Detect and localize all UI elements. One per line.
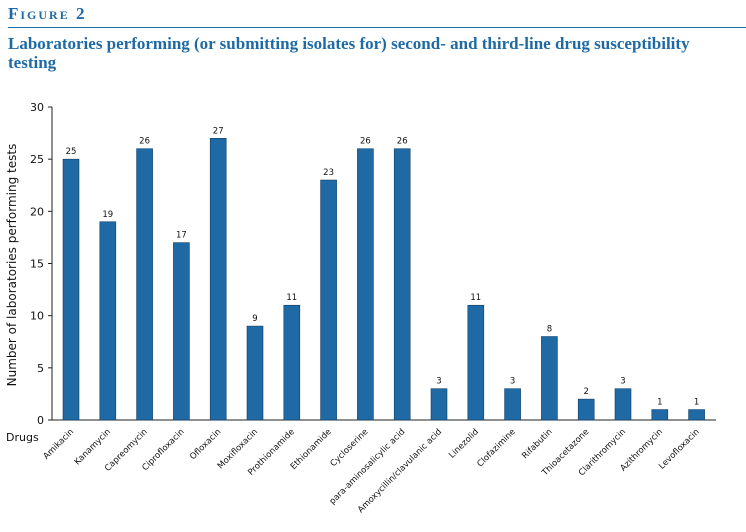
header-rule <box>8 27 746 28</box>
bar <box>688 409 705 421</box>
bar <box>283 304 301 421</box>
value-label: 25 <box>66 147 77 157</box>
value-label: 26 <box>397 137 408 147</box>
bar <box>467 304 485 421</box>
value-label: 2 <box>583 387 588 397</box>
y-tick-label: 5 <box>37 362 44 375</box>
x-tick-label: Clofazimine <box>475 427 517 469</box>
bar <box>136 148 153 421</box>
bar <box>541 336 558 421</box>
x-tick-label: Linezolid <box>447 427 481 461</box>
bar <box>320 179 337 421</box>
bar <box>430 388 448 421</box>
bar <box>651 409 669 421</box>
value-label: 3 <box>510 377 515 387</box>
value-label: 8 <box>547 325 552 335</box>
value-label: 11 <box>286 293 297 303</box>
bar <box>246 325 264 421</box>
value-label: 23 <box>323 168 334 178</box>
figure-label: Figure 2 <box>8 4 87 23</box>
bar <box>357 148 374 421</box>
bar <box>504 388 521 421</box>
x-axis-label: Drugs <box>6 431 39 444</box>
value-label: 19 <box>102 210 113 220</box>
value-label: 27 <box>213 126 224 136</box>
value-label: 26 <box>360 137 371 147</box>
y-tick-label: 0 <box>37 414 44 427</box>
value-label: 26 <box>139 137 150 147</box>
value-label: 17 <box>176 231 187 241</box>
y-tick-label: 30 <box>30 101 44 114</box>
bar <box>173 242 190 421</box>
value-label: 3 <box>620 377 625 387</box>
bar <box>577 398 595 421</box>
y-axis-label: Number of laboratories performing tests <box>5 144 19 387</box>
bar <box>62 158 80 421</box>
y-tick-label: 20 <box>30 205 44 218</box>
x-tick-label: para-aminosalicylic acid <box>328 427 408 507</box>
bar <box>209 138 227 421</box>
bar <box>614 388 632 421</box>
y-tick-label: 15 <box>30 258 44 271</box>
y-tick-label: 10 <box>30 310 44 323</box>
value-label: 1 <box>694 398 699 408</box>
bar <box>393 148 411 421</box>
value-label: 3 <box>436 377 441 387</box>
value-label: 1 <box>657 398 662 408</box>
value-label: 9 <box>252 314 257 324</box>
x-tick-label: Kanamycin <box>73 427 113 467</box>
x-tick-label: Rifabutin <box>520 427 554 461</box>
y-tick-label: 25 <box>30 153 44 166</box>
x-tick-label: Ofloxacin <box>188 427 223 462</box>
value-label: 11 <box>470 293 481 303</box>
bar <box>99 221 117 421</box>
chart-title: Laboratories performing (or submitting i… <box>8 34 690 72</box>
x-tick-label: Amikacin <box>42 427 77 462</box>
